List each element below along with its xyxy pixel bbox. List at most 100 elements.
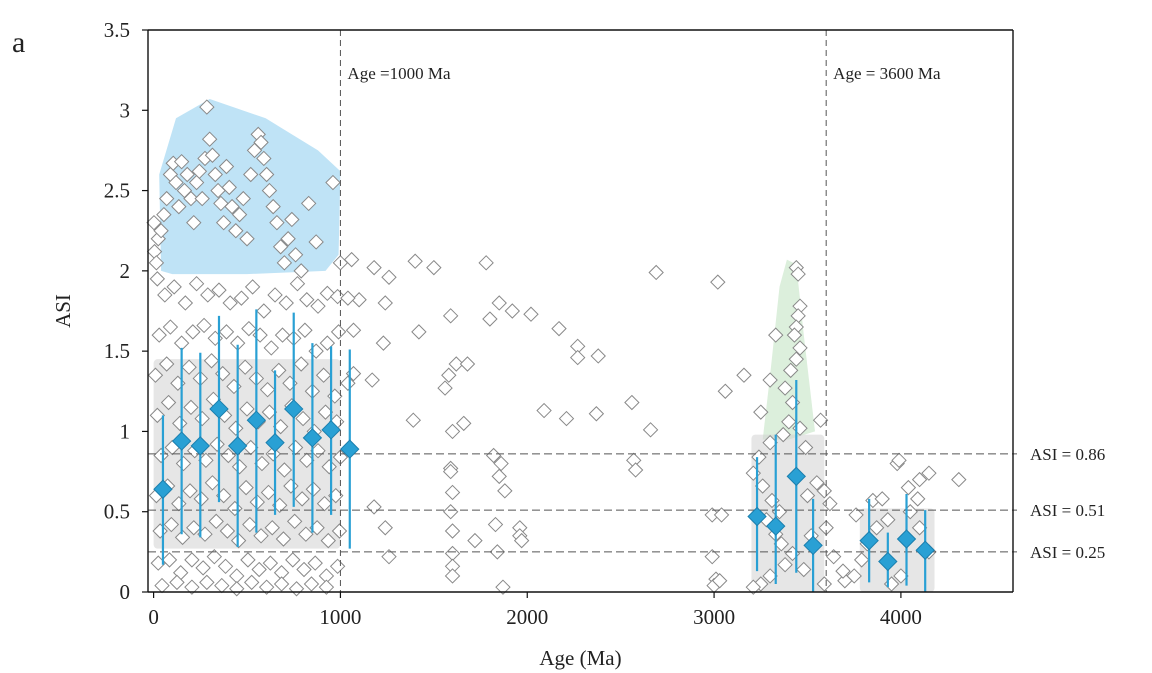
scatter-point	[218, 158, 235, 175]
scatter-point	[208, 513, 224, 530]
scatter-point	[331, 523, 348, 539]
scatter-point	[297, 322, 313, 338]
scatter-point	[233, 290, 250, 306]
scatter-point	[253, 528, 269, 544]
scatter-point	[816, 576, 833, 592]
scatter-point	[704, 548, 720, 565]
scatter-point	[182, 483, 198, 499]
scatter-point	[265, 198, 281, 215]
scatter-point	[485, 447, 502, 464]
scatter-point	[191, 163, 208, 180]
mean-marker	[915, 540, 935, 560]
scatter-point	[790, 266, 806, 282]
scatter-point	[523, 306, 539, 322]
scatter-point	[186, 520, 202, 536]
scatter-point	[272, 239, 289, 255]
scatter-point	[588, 406, 605, 422]
mean-marker	[284, 399, 304, 419]
scatter-point	[381, 548, 397, 565]
x-tick-label: 2000	[506, 605, 548, 629]
scatter-point	[816, 483, 833, 499]
scatter-point	[321, 459, 337, 475]
scatter-point	[221, 179, 237, 196]
scatter-point	[206, 548, 223, 565]
scatter-point	[745, 579, 762, 595]
scatter-point	[151, 327, 167, 343]
scatter-point	[194, 410, 210, 427]
scatter-point	[809, 475, 825, 491]
scatter-point	[799, 487, 816, 504]
scatter-point	[448, 356, 464, 372]
hline-label-0: ASI = 0.86	[1030, 445, 1105, 464]
scatter-point	[569, 349, 586, 366]
scatter-point	[148, 255, 165, 271]
scatter-point	[482, 311, 498, 327]
y-tick-label: 2.5	[104, 179, 130, 203]
scatter-point	[900, 479, 917, 496]
scatter-point	[868, 520, 885, 536]
scatter-point	[280, 231, 296, 247]
scatter-group	[146, 99, 967, 597]
mean-marker	[766, 516, 786, 536]
scatter-point	[244, 279, 261, 295]
scatter-point	[184, 579, 200, 595]
scatter-point	[788, 351, 804, 367]
scatter-point	[293, 263, 309, 279]
scatter-point	[319, 335, 336, 351]
scatter-point	[345, 322, 362, 338]
scatter-point	[710, 274, 726, 290]
scatter-point	[295, 410, 311, 427]
scatter-point	[229, 568, 245, 584]
scatter-point	[228, 420, 244, 436]
scatter-point	[300, 195, 317, 212]
scatter-point	[285, 552, 301, 568]
mean-marker	[227, 436, 248, 456]
scatter-point	[149, 407, 166, 424]
x-tick-label: 0	[148, 605, 159, 629]
hline-label-2: ASI = 0.25	[1030, 543, 1105, 562]
scatter-point	[288, 581, 305, 597]
scatter-point	[491, 468, 507, 485]
x-tick-label: 3000	[693, 605, 735, 629]
scatter-point	[713, 507, 730, 523]
scatter-point	[377, 520, 393, 536]
y-tick-label: 3.5	[104, 18, 130, 42]
scatter-point	[251, 561, 267, 578]
scatter-point	[444, 545, 461, 562]
mean-marker	[171, 431, 192, 451]
scatter-point	[174, 529, 191, 546]
scatter-point	[287, 439, 304, 456]
scatter-point	[753, 404, 769, 420]
scatter-point	[405, 412, 421, 428]
scatter-point	[444, 484, 461, 501]
scatter-point	[782, 362, 799, 379]
grey-box-1	[751, 434, 825, 592]
scatter-point	[207, 330, 223, 347]
scatter-point	[231, 459, 248, 475]
mean-marker	[321, 420, 341, 440]
scatter-point	[407, 253, 423, 269]
scatter-point	[185, 324, 201, 340]
scatter-point	[186, 214, 202, 231]
scatter-point	[377, 295, 393, 311]
scatter-point	[777, 380, 793, 396]
scatter-point	[711, 573, 728, 589]
scatter-point	[921, 465, 937, 481]
scatter-point	[308, 343, 324, 359]
scatter-point	[491, 295, 507, 311]
scatter-point	[256, 150, 272, 167]
scatter-point	[307, 555, 323, 571]
scatter-point	[325, 174, 341, 191]
scatter-point	[825, 548, 842, 565]
scatter-point	[269, 214, 285, 231]
scatter-point	[259, 381, 276, 398]
scatter-point	[209, 436, 225, 452]
mean-marker	[878, 551, 898, 572]
scatter-point	[154, 577, 170, 594]
scatter-point	[252, 327, 268, 343]
scatter-point	[258, 579, 275, 595]
scatter-point	[146, 214, 162, 231]
scatter-point	[812, 412, 829, 428]
scatter-point	[146, 243, 163, 260]
scatter-point	[203, 353, 220, 369]
